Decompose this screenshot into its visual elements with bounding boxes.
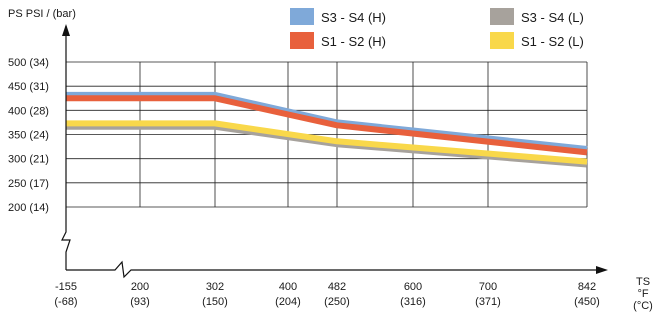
x-tick-sublabel: (316) [400,296,426,308]
legend-swatch [490,32,514,49]
x-axis-label: (°C) [633,300,653,312]
x-axis-label: TS [636,276,650,288]
grid [66,61,588,208]
x-tick-label: 600 [404,281,422,293]
y-axis-label: PS PSI / (bar) [8,8,76,20]
x-tick-label: -155 [55,281,77,293]
x-tick-sublabel: (204) [275,296,301,308]
axis-labels: 500 (34) 450 (31) 400 (28) 350 (24) 300 (21)… [8,8,653,312]
y-tick-label: 500 (34) [8,57,49,69]
y-tick-label: 450 (31) [8,81,49,93]
y-tick-label: 400 (28) [8,105,49,117]
legend-swatch [490,8,514,25]
y-tick-label: 200 (14) [8,202,49,214]
x-axis-arrow [596,266,608,274]
x-tick-label: 842 [578,281,596,293]
legend-label: S3 - S4 (H) [321,10,386,25]
legend-label: S3 - S4 (L) [521,10,584,25]
legend: S3 - S4 (H) S1 - S2 (H) S3 - S4 (L) S1 - S2… [290,8,584,49]
y-axis-line [61,26,71,270]
legend-swatch [290,8,314,25]
x-tick-label: 400 [279,281,297,293]
x-tick-sublabel: (450) [574,296,600,308]
x-axis-label: °F [637,288,648,300]
x-tick-sublabel: (93) [130,296,150,308]
x-tick-sublabel: (371) [475,296,501,308]
x-axis-line [66,260,604,279]
legend-label: S1 - S2 (H) [321,34,386,49]
x-tick-label: 700 [479,281,497,293]
legend-swatch [290,32,314,49]
series-line-s3-s4-h- [66,91,588,152]
x-tick-sublabel: (150) [202,296,228,308]
series-line-s1-s2-h- [66,95,588,156]
y-tick-label: 300 (21) [8,154,49,166]
axes [61,24,608,279]
x-tick-sublabel: (-68) [54,296,77,308]
legend-label: S1 - S2 (L) [521,34,584,49]
y-tick-label: 250 (17) [8,178,49,190]
x-tick-label: 302 [206,281,224,293]
y-axis-arrow [62,24,70,36]
x-tick-sublabel: (250) [324,296,350,308]
x-tick-label: 200 [131,281,149,293]
y-tick-label: 350 (24) [8,130,49,142]
series-line-s1-s2-l- [66,120,588,165]
series-layer [66,91,588,168]
x-tick-label: 482 [328,281,346,293]
